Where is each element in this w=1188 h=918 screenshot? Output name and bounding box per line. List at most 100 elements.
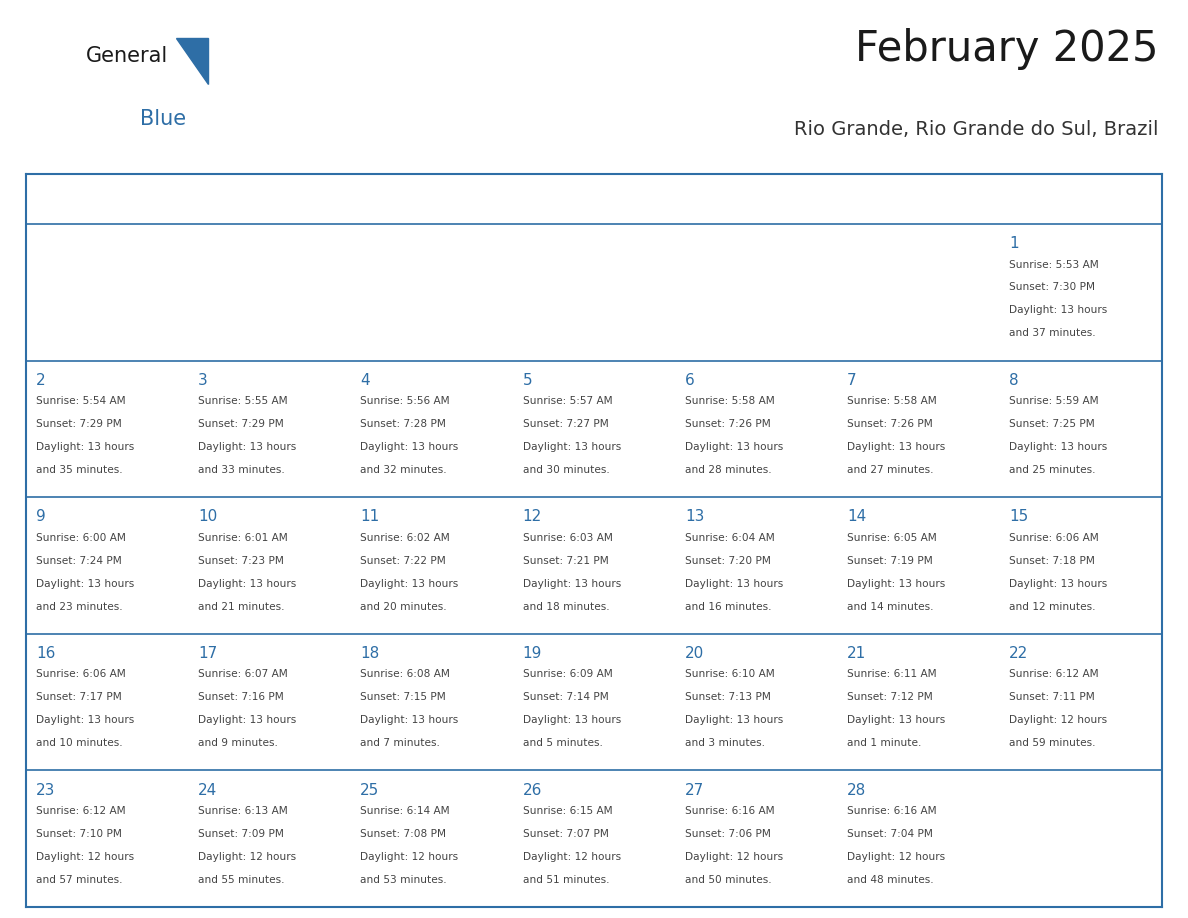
Text: Wednesday: Wednesday: [529, 193, 618, 207]
Text: Daylight: 12 hours: Daylight: 12 hours: [198, 852, 296, 862]
Text: Sunrise: 6:05 AM: Sunrise: 6:05 AM: [847, 532, 937, 543]
Text: 26: 26: [523, 783, 542, 798]
Text: Sunset: 7:09 PM: Sunset: 7:09 PM: [198, 829, 284, 839]
Text: Sunset: 7:20 PM: Sunset: 7:20 PM: [684, 555, 771, 565]
Text: Sunrise: 5:57 AM: Sunrise: 5:57 AM: [523, 396, 612, 406]
Text: 15: 15: [1010, 509, 1029, 524]
Text: Sunset: 7:12 PM: Sunset: 7:12 PM: [847, 692, 933, 702]
Polygon shape: [176, 39, 208, 84]
Text: Sunrise: 6:06 AM: Sunrise: 6:06 AM: [36, 669, 126, 679]
Text: 20: 20: [684, 646, 704, 661]
Text: Sunset: 7:18 PM: Sunset: 7:18 PM: [1010, 555, 1095, 565]
Text: Sunset: 7:06 PM: Sunset: 7:06 PM: [684, 829, 771, 839]
Text: Daylight: 13 hours: Daylight: 13 hours: [198, 578, 296, 588]
Text: Daylight: 13 hours: Daylight: 13 hours: [36, 578, 134, 588]
Text: Sunset: 7:13 PM: Sunset: 7:13 PM: [684, 692, 771, 702]
Text: Daylight: 12 hours: Daylight: 12 hours: [1010, 715, 1107, 725]
Text: 9: 9: [36, 509, 45, 524]
Text: Daylight: 13 hours: Daylight: 13 hours: [684, 578, 783, 588]
Text: 14: 14: [847, 509, 866, 524]
Text: Sunrise: 6:07 AM: Sunrise: 6:07 AM: [198, 669, 287, 679]
Text: and 27 minutes.: and 27 minutes.: [847, 465, 934, 475]
Text: Sunrise: 6:15 AM: Sunrise: 6:15 AM: [523, 806, 612, 816]
Text: 6: 6: [684, 373, 695, 388]
Text: Sunrise: 6:16 AM: Sunrise: 6:16 AM: [847, 806, 936, 816]
Text: Daylight: 13 hours: Daylight: 13 hours: [523, 578, 621, 588]
Text: Sunrise: 5:54 AM: Sunrise: 5:54 AM: [36, 396, 126, 406]
Text: Sunrise: 6:16 AM: Sunrise: 6:16 AM: [684, 806, 775, 816]
Text: Sunrise: 6:00 AM: Sunrise: 6:00 AM: [36, 532, 126, 543]
Text: and 51 minutes.: and 51 minutes.: [523, 875, 609, 885]
Text: Daylight: 12 hours: Daylight: 12 hours: [36, 852, 134, 862]
Text: Sunrise: 6:06 AM: Sunrise: 6:06 AM: [1010, 532, 1099, 543]
Text: 19: 19: [523, 646, 542, 661]
Text: 5: 5: [523, 373, 532, 388]
Text: Sunrise: 6:14 AM: Sunrise: 6:14 AM: [360, 806, 450, 816]
Text: and 50 minutes.: and 50 minutes.: [684, 875, 771, 885]
Text: 16: 16: [36, 646, 56, 661]
Text: Sunset: 7:11 PM: Sunset: 7:11 PM: [1010, 692, 1095, 702]
Text: and 18 minutes.: and 18 minutes.: [523, 601, 609, 611]
Text: Sunset: 7:15 PM: Sunset: 7:15 PM: [360, 692, 447, 702]
Text: Daylight: 13 hours: Daylight: 13 hours: [523, 442, 621, 452]
Text: 25: 25: [360, 783, 380, 798]
Text: Daylight: 13 hours: Daylight: 13 hours: [684, 715, 783, 725]
Text: Daylight: 13 hours: Daylight: 13 hours: [847, 715, 946, 725]
Text: 3: 3: [198, 373, 208, 388]
Text: Sunrise: 5:55 AM: Sunrise: 5:55 AM: [198, 396, 287, 406]
Text: Daylight: 12 hours: Daylight: 12 hours: [360, 852, 459, 862]
Text: Sunrise: 6:11 AM: Sunrise: 6:11 AM: [847, 669, 936, 679]
Text: Sunrise: 6:01 AM: Sunrise: 6:01 AM: [198, 532, 287, 543]
Text: Daylight: 13 hours: Daylight: 13 hours: [36, 715, 134, 725]
Text: Daylight: 13 hours: Daylight: 13 hours: [684, 442, 783, 452]
Text: 23: 23: [36, 783, 56, 798]
Text: and 33 minutes.: and 33 minutes.: [198, 465, 285, 475]
Text: Sunset: 7:25 PM: Sunset: 7:25 PM: [1010, 419, 1095, 429]
Text: 28: 28: [847, 783, 866, 798]
Text: Daylight: 12 hours: Daylight: 12 hours: [847, 852, 946, 862]
Text: and 37 minutes.: and 37 minutes.: [1010, 329, 1097, 339]
Text: Sunset: 7:16 PM: Sunset: 7:16 PM: [198, 692, 284, 702]
Text: Sunset: 7:19 PM: Sunset: 7:19 PM: [847, 555, 933, 565]
Text: Friday: Friday: [854, 193, 901, 207]
Text: 4: 4: [360, 373, 369, 388]
Text: February 2025: February 2025: [855, 28, 1158, 70]
Text: Sunrise: 5:58 AM: Sunrise: 5:58 AM: [684, 396, 775, 406]
Text: and 53 minutes.: and 53 minutes.: [360, 875, 447, 885]
Text: Daylight: 13 hours: Daylight: 13 hours: [198, 442, 296, 452]
Text: and 30 minutes.: and 30 minutes.: [523, 465, 609, 475]
Text: Daylight: 13 hours: Daylight: 13 hours: [847, 578, 946, 588]
Text: and 21 minutes.: and 21 minutes.: [198, 601, 285, 611]
Text: and 35 minutes.: and 35 minutes.: [36, 465, 122, 475]
Text: Daylight: 13 hours: Daylight: 13 hours: [36, 442, 134, 452]
Text: Tuesday: Tuesday: [367, 193, 429, 207]
Text: and 23 minutes.: and 23 minutes.: [36, 601, 122, 611]
Text: 18: 18: [360, 646, 380, 661]
Text: 17: 17: [198, 646, 217, 661]
Text: Sunset: 7:28 PM: Sunset: 7:28 PM: [360, 419, 447, 429]
Text: and 9 minutes.: and 9 minutes.: [198, 738, 278, 748]
Text: 1: 1: [1010, 236, 1019, 252]
Text: Thursday: Thursday: [691, 193, 763, 207]
Text: Daylight: 12 hours: Daylight: 12 hours: [684, 852, 783, 862]
Text: and 28 minutes.: and 28 minutes.: [684, 465, 771, 475]
Text: Sunset: 7:08 PM: Sunset: 7:08 PM: [360, 829, 447, 839]
Text: Sunset: 7:21 PM: Sunset: 7:21 PM: [523, 555, 608, 565]
Text: Sunrise: 6:03 AM: Sunrise: 6:03 AM: [523, 532, 613, 543]
Text: Daylight: 13 hours: Daylight: 13 hours: [1010, 578, 1107, 588]
Text: Sunset: 7:26 PM: Sunset: 7:26 PM: [847, 419, 933, 429]
Text: Sunrise: 6:10 AM: Sunrise: 6:10 AM: [684, 669, 775, 679]
Text: Sunrise: 5:53 AM: Sunrise: 5:53 AM: [1010, 260, 1099, 270]
Text: 13: 13: [684, 509, 704, 524]
Text: Daylight: 13 hours: Daylight: 13 hours: [360, 578, 459, 588]
Text: Sunset: 7:04 PM: Sunset: 7:04 PM: [847, 829, 933, 839]
Text: 24: 24: [198, 783, 217, 798]
Text: and 3 minutes.: and 3 minutes.: [684, 738, 765, 748]
Text: and 7 minutes.: and 7 minutes.: [360, 738, 441, 748]
Text: Daylight: 13 hours: Daylight: 13 hours: [523, 715, 621, 725]
Text: Daylight: 13 hours: Daylight: 13 hours: [1010, 442, 1107, 452]
Text: Sunset: 7:24 PM: Sunset: 7:24 PM: [36, 555, 121, 565]
Text: and 57 minutes.: and 57 minutes.: [36, 875, 122, 885]
Text: Daylight: 13 hours: Daylight: 13 hours: [847, 442, 946, 452]
Text: Daylight: 13 hours: Daylight: 13 hours: [1010, 306, 1107, 316]
